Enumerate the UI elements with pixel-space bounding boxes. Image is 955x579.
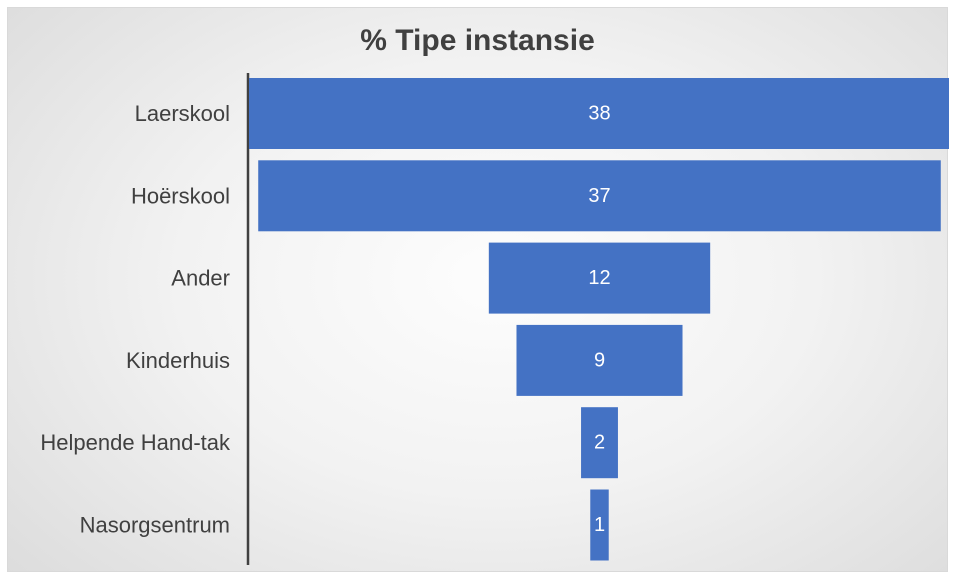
category-label-0: Laerskool [135, 101, 230, 126]
category-label-3: Kinderhuis [126, 348, 230, 373]
category-label-2: Ander [171, 266, 230, 291]
bar-0 [249, 78, 949, 149]
bar-3 [516, 324, 683, 396]
data-label-4: 2 [594, 432, 605, 454]
category-label-1: Hoërskool [131, 183, 230, 208]
chart-title: % Tipe instansie [360, 24, 595, 57]
data-label-1: 37 [588, 185, 610, 207]
data-label-0: 38 [588, 103, 610, 125]
chart-frame: % Tipe instansie 38 Laerskool 37 Hoërskool 1… [7, 7, 949, 572]
bar-2 [488, 242, 711, 314]
category-label-4: Helpende Hand-tak [40, 430, 231, 455]
data-label-5: 1 [594, 514, 605, 536]
bar-5 [590, 489, 609, 561]
data-label-3: 9 [594, 349, 605, 371]
bar-4 [581, 407, 618, 479]
data-label-2: 12 [588, 267, 610, 289]
chart-plot: 38Laerskool37Hoërskool12Ander9Kinderhuis… [40, 73, 949, 565]
category-label-5: Nasorgsentrum [80, 513, 230, 538]
bar-1 [258, 160, 941, 232]
